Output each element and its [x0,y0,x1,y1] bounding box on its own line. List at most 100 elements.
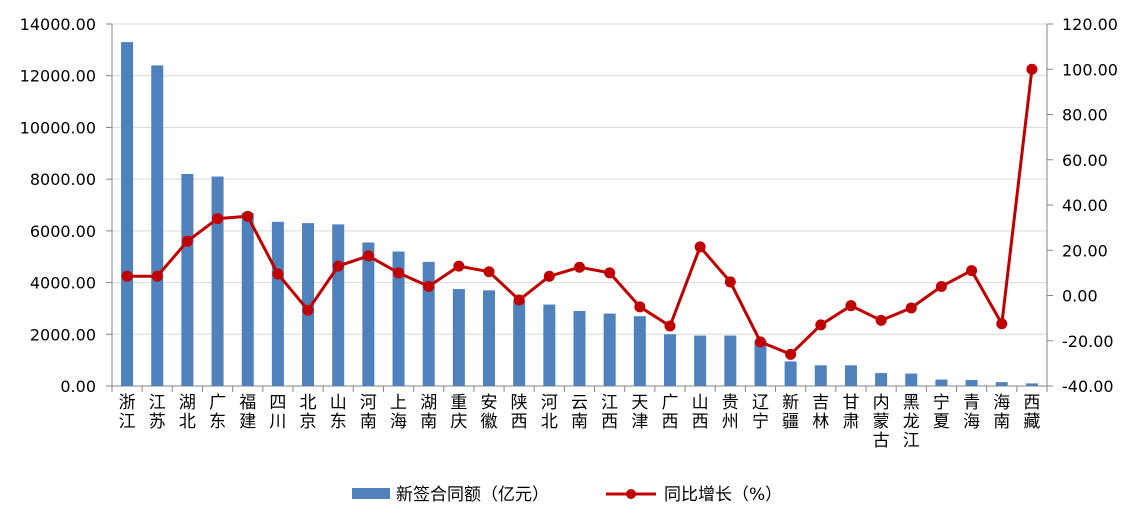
y-right-tick-label: -40.00 [1062,377,1114,396]
legend-bar-label: 新签合同额（亿元） [396,485,549,505]
bar [151,65,164,386]
x-category-label: 重庆 [450,393,467,432]
line-point [332,260,344,272]
bar [271,221,284,386]
line-series [121,63,1038,360]
bar [241,212,254,386]
bar [543,304,556,386]
x-category-label: 北京 [300,393,317,432]
x-category-label: 辽宁 [752,393,769,432]
y-right-tick-label: 40.00 [1062,196,1108,215]
line-point [242,210,254,222]
y-right-tick-label: 60.00 [1062,151,1108,170]
line-point [634,301,646,313]
bar [573,311,586,386]
y-left-tick-label: 12000.00 [20,67,96,86]
line-point [905,302,917,314]
line-point [483,266,495,278]
x-category-label: 广西 [661,393,678,432]
x-category-label: 河北 [541,393,558,432]
x-category-label: 青海 [963,393,980,432]
y-right-tick-label: -20.00 [1062,332,1114,351]
line-point [935,280,947,292]
x-category-label: 内蒙古 [873,393,890,451]
line-point [845,300,857,312]
x-category-label: 江苏 [149,393,166,432]
bar [905,373,918,386]
axis-labels: 0.00 2000.00 4000.00 6000.00 8000.00 10000.00… [20,15,1118,451]
x-category-label: 山西 [692,393,709,432]
x-category-label: 江西 [601,393,618,432]
bar [121,42,134,386]
bar [694,335,707,386]
x-category-label: 福建 [239,393,256,432]
bar [483,290,496,386]
x-category-label: 湖南 [420,393,437,432]
x-category-label: 四川 [269,393,286,432]
y-right-tick-label: 100.00 [1062,60,1118,79]
line-point [875,314,887,326]
x-category-label: 新疆 [782,393,799,432]
line-point [302,304,314,316]
bar-series [121,42,1038,386]
line-point [151,270,163,282]
line-point [754,336,766,348]
x-category-label: 黑龙江 [903,393,920,451]
legend-line-marker [626,489,636,499]
x-category-label: 甘肃 [842,393,859,432]
bar [332,224,345,386]
line-point [664,320,676,332]
x-category-label: 天津 [631,393,648,432]
x-category-label: 山东 [330,393,347,432]
y-left-tick-label: 4000.00 [30,274,96,293]
x-category-label: 吉林 [812,393,829,432]
y-left-tick-label: 10000.00 [20,118,96,137]
x-category-label: 湖北 [179,393,196,432]
bar [995,382,1008,386]
line-point [785,348,797,360]
x-category-label: 云南 [571,393,588,432]
legend: 新签合同额（亿元） 同比增长（%） [352,485,782,505]
bar [724,335,737,386]
bar [392,251,405,386]
line-point [362,250,374,262]
bar [784,361,797,386]
bar [362,242,375,386]
line-point [815,319,827,331]
x-category-label: 宁夏 [933,393,950,432]
x-category-label: 海南 [993,393,1010,432]
bar [302,223,315,386]
x-category-label: 贵州 [722,393,739,432]
bar [754,340,767,386]
line-point [724,276,736,288]
x-category-label: 西藏 [1023,393,1040,432]
bar [844,365,857,386]
line-point [604,267,616,279]
y-right-tick-label: 20.00 [1062,241,1108,260]
line-point [393,267,405,279]
bar [965,380,978,386]
y-left-tick-label: 2000.00 [30,325,96,344]
line-point [121,270,133,282]
y-right-tick-label: 80.00 [1062,106,1108,125]
x-category-label: 上海 [390,393,407,432]
x-category-label: 陕西 [511,393,528,432]
bar [422,261,435,386]
bar [663,334,676,386]
x-category-label: 安徽 [481,393,498,432]
line-point [423,280,435,292]
bar [875,373,888,386]
bar [633,316,646,386]
legend-bar-swatch [352,488,390,499]
y-left-tick-label: 14000.00 [20,15,96,34]
x-category-label: 广东 [209,393,226,432]
x-category-label: 河南 [360,393,377,432]
line-point [513,294,525,306]
bar [814,365,827,386]
bar [211,176,224,386]
line-point [272,268,284,280]
bar [935,379,948,386]
bar [452,289,465,386]
bar [513,300,526,386]
line-point [1026,63,1038,75]
